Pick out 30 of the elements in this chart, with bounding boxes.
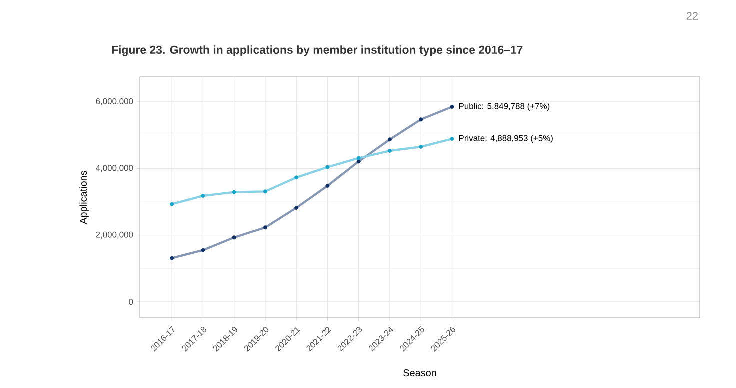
point [326,165,330,170]
point [326,184,330,188]
point [450,105,454,110]
point [419,145,424,149]
annotation: Public: 5,849,788 (+7%) [459,103,550,111]
point [356,160,361,164]
point [450,137,454,142]
point [232,236,236,240]
y-tick-label: 6,000,000 [96,98,134,106]
point [170,202,174,206]
point [201,194,206,198]
point [263,226,268,230]
point [294,176,299,180]
x-axis-title: Season [404,370,436,377]
y-tick-label: 0 [129,299,134,305]
point [388,138,392,142]
y-tick-label: 2,000,000 [96,232,134,239]
annotation: Private: 4,888,953 (+5%) [459,135,553,143]
point [201,248,206,252]
point [388,149,392,153]
point [170,256,174,260]
chart-title: Figure 23. Growth in applications by member institution type since 2016–17 [112,46,523,56]
point [294,206,299,210]
point [263,190,268,194]
y-tick-label: 4,000,000 [96,165,134,172]
point [419,118,424,122]
text: 22 [686,12,698,20]
point [232,190,236,194]
y-axis-title: Applications [80,171,89,224]
point [356,156,361,160]
